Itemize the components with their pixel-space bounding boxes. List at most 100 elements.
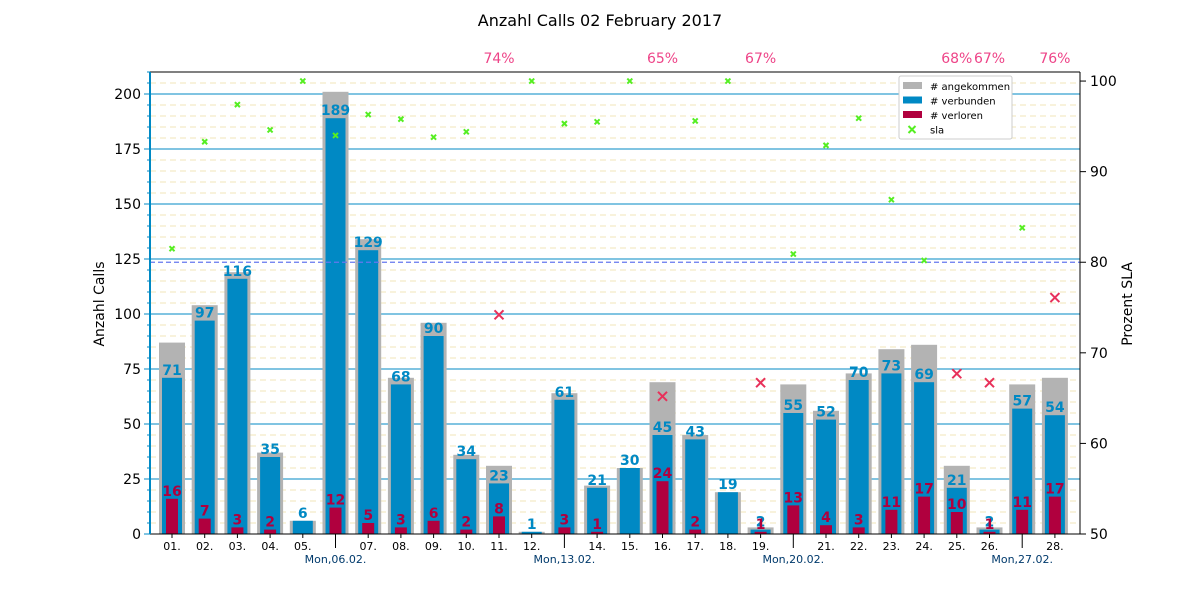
sla-marker-stroke [234,101,241,108]
y-tick-label: 75 [123,362,141,378]
bar-verbunden [914,382,935,534]
bar-verbunden [717,492,738,534]
x-tick-label: 16. [654,540,672,553]
bar-label-verloren: 3 [396,512,406,528]
sla-marker [266,126,274,134]
bar-verloren [689,529,702,534]
bar-verbunden [292,520,313,534]
bar-label-verbunden: 6 [298,506,308,522]
sla-marker-stroke [430,134,437,141]
bar-label-verbunden: 68 [391,369,410,385]
bar-verloren [198,518,211,534]
sla-marker-stroke [168,245,176,252]
x-tick-label: 12. [523,540,541,553]
bar-verbunden [587,487,608,534]
bar-label-verloren: 1 [985,517,995,533]
bar-label-verloren: 2 [690,515,700,531]
x-tick-label: 23. [883,540,901,553]
legend-label: # verbunden [930,97,996,108]
sla-marker-stroke [332,132,339,139]
x-tick-label: 01. [163,540,181,553]
x-tick-label: 28. [1046,540,1064,553]
y-tick-label: 175 [114,142,141,158]
sla-marker-stroke [266,126,274,134]
bar-label-verloren: 13 [784,490,803,506]
bar-label-verbunden: 61 [555,385,574,401]
y2-tick-label: 70 [1090,346,1108,362]
bar-verbunden [881,373,902,534]
sla-marker-low [493,309,505,320]
bar-label-verbunden: 52 [816,405,835,421]
bar-label-verbunden: 34 [457,444,477,460]
sla-marker-low [984,377,995,388]
sla-marker [724,77,732,85]
sla-marker [920,257,928,264]
y2-tick-label: 90 [1090,165,1108,181]
sla-marker-stroke [657,391,668,402]
y2-tick-label: 80 [1090,255,1108,271]
bar-verbunden [423,336,444,534]
bar-label-verloren: 5 [363,508,373,524]
bar-label-verloren: 17 [1045,482,1064,498]
bar-verloren [362,523,375,534]
bar-label-verbunden: 35 [260,442,279,458]
chart-title: Anzahl Calls 02 February 2017 [478,11,722,30]
sla-marker-stroke [724,77,732,85]
sla-marker-stroke [790,250,797,258]
bar-label-verloren: 3 [854,512,864,528]
bar-verloren [231,527,244,534]
sla-low-label: 65% [647,51,678,67]
sla-marker [528,77,535,85]
bar-label-verbunden: 97 [195,306,214,322]
sla-marker-stroke [1018,224,1026,232]
bar-verloren [591,531,604,534]
bar-verloren [558,527,571,534]
bar-label-verloren: 2 [461,515,471,531]
sla-marker [593,118,601,126]
bar-label-verbunden: 21 [947,473,966,489]
sla-marker [364,111,372,118]
x-week-label: Mon,27.02. [991,553,1053,566]
bar-label-verbunden: 30 [620,453,640,469]
sla-marker-stroke [528,77,535,85]
bar-label-verloren: 16 [162,484,181,500]
bar-verbunden [260,457,281,534]
sla-marker-low [657,391,668,402]
bar-label-verbunden: 116 [223,264,252,280]
sla-marker [790,250,797,258]
y-tick-label: 125 [114,252,141,268]
x-tick-label: 10. [458,540,476,553]
bar-verbunden [554,399,575,534]
grid-layer [150,82,1080,524]
bar-verloren [264,529,277,534]
sla-marker-low [755,377,766,388]
x-tick-label: 25. [948,540,966,553]
bar-verloren [166,498,178,534]
bar-label-verloren: 3 [233,512,243,528]
x-tick-label: 11. [490,540,508,553]
bar-label-verbunden: 70 [849,365,869,381]
y2-tick-label: 50 [1090,527,1108,543]
y2-axis-label: Prozent SLA [1120,262,1136,346]
bar-verloren [754,531,767,534]
bar-verbunden [456,459,477,534]
sla-low-label: 67% [745,51,776,67]
bar-label-verbunden: 23 [489,468,508,484]
bar-verloren [1048,496,1061,534]
sla-marker [463,128,470,135]
bar-label-verloren: 17 [914,482,933,498]
legend-swatch [903,82,922,89]
legend-swatch [903,96,922,104]
sla-marker-stroke [822,142,830,149]
bar-verbunden [816,419,836,534]
bar-label-verbunden: 45 [653,420,672,436]
bar-verbunden [194,320,215,534]
sla-low-label: 68% [941,51,972,67]
bar-label-verloren: 1 [592,517,602,533]
bar-verbunden [358,250,379,534]
bar-label-verbunden: 1 [527,517,537,533]
bar-verbunden [685,439,706,534]
bar-label-verbunden: 55 [784,398,803,414]
sla-marker-stroke [561,120,568,127]
